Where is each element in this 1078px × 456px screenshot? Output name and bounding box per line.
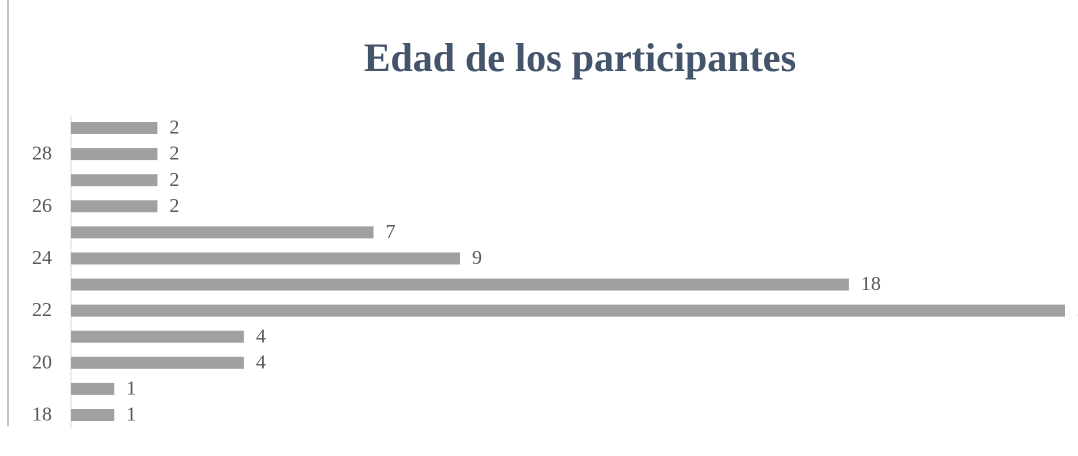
bar [71,382,115,395]
chart-title: Edad de los participantes [364,35,796,80]
bar [71,356,244,369]
y-tick-label: 28 [32,143,52,165]
data-label: 4 [256,325,266,347]
bar [71,122,158,134]
y-tick-label: 18 [32,404,52,426]
data-label: 1 [126,378,136,400]
bar [71,148,158,161]
data-label: 2 [169,117,179,139]
bar [71,174,158,187]
y-tick-label: 22 [32,299,52,321]
data-label: 2 [169,169,179,191]
data-label: 4 [256,351,266,373]
bar [71,330,244,343]
bar [71,200,158,213]
y-tick-label: 24 [32,247,52,269]
data-label: 7 [386,221,396,243]
bar [71,252,460,265]
y-tick-label: 20 [32,351,52,373]
data-label: 1 [126,404,136,426]
bar [71,226,374,239]
data-label: 9 [472,247,482,269]
data-label: 18 [861,273,881,295]
y-tick-label: 26 [32,195,52,217]
data-label: 2 [169,195,179,217]
bar [71,409,115,421]
bar [71,304,1065,317]
data-label: 2 [169,143,179,165]
bar [71,278,849,291]
